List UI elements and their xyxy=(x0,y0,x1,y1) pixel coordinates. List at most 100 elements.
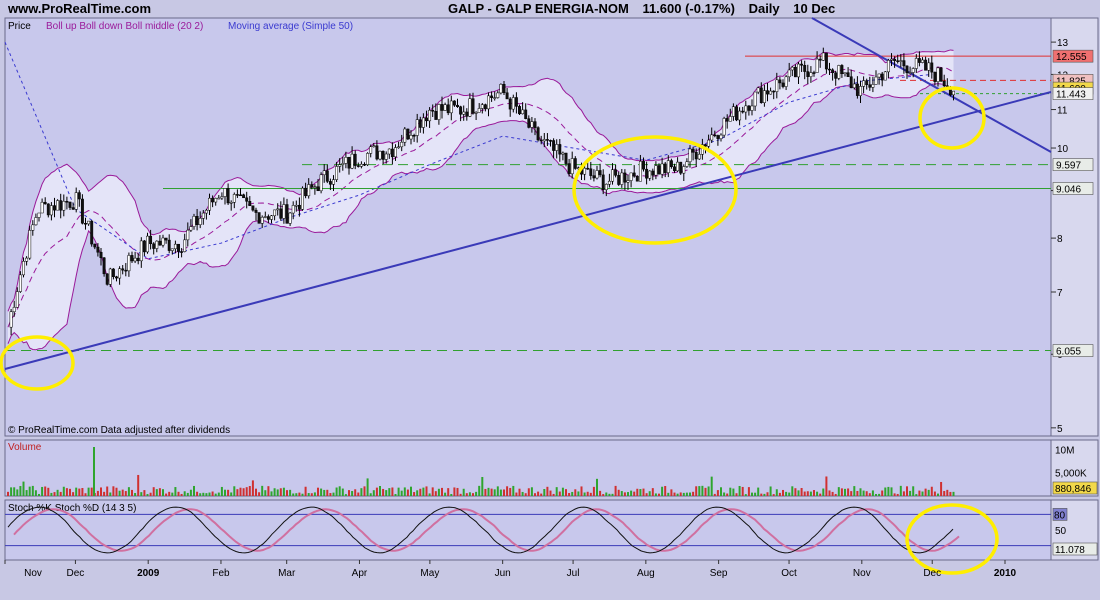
candle-body xyxy=(74,192,78,210)
volume-bar xyxy=(214,493,217,496)
x-tick-label: Dec xyxy=(923,568,941,579)
candle-body xyxy=(797,63,800,78)
volume-bar xyxy=(307,493,310,496)
volume-bar xyxy=(809,491,812,496)
candle-body xyxy=(936,67,940,82)
candle-body xyxy=(161,237,165,246)
volume-bar xyxy=(468,492,471,496)
volume-bar xyxy=(388,488,391,496)
site-name[interactable]: www.ProRealTime.com xyxy=(8,1,152,16)
volume-bar xyxy=(853,486,856,496)
candle-body xyxy=(248,201,252,207)
price-tag xyxy=(1052,49,1094,63)
volume-bar xyxy=(558,491,561,496)
volume-bar xyxy=(475,491,478,496)
candle-body xyxy=(741,110,745,113)
candle-body xyxy=(620,172,624,185)
x-tick-label: Sep xyxy=(710,568,728,579)
volume-bar xyxy=(472,493,474,496)
volume-bar xyxy=(589,492,592,496)
candle-body xyxy=(313,186,317,188)
candle-body xyxy=(490,95,494,98)
candle-body xyxy=(598,170,602,176)
candle-body xyxy=(862,80,866,87)
candle-body xyxy=(335,166,339,180)
candle-body xyxy=(322,170,326,176)
volume-bar xyxy=(878,493,881,496)
candle-body xyxy=(465,111,469,117)
volume-bar xyxy=(81,487,84,496)
candle-body xyxy=(307,184,311,197)
volume-bar xyxy=(137,474,140,496)
price-tag-text: 9.597 xyxy=(1056,161,1081,172)
volume-bar xyxy=(41,486,44,496)
candle-body xyxy=(511,97,515,110)
volume-bar xyxy=(720,487,722,496)
volume-bar xyxy=(611,493,614,496)
volume-bar xyxy=(273,488,276,496)
volume-bar xyxy=(791,486,794,496)
volume-bar xyxy=(431,487,434,496)
ma-legend: Moving average (Simple 50) xyxy=(228,21,353,32)
volume-bar xyxy=(555,487,558,496)
volume-bar xyxy=(50,492,53,496)
volume-bar xyxy=(747,487,750,496)
candle-body xyxy=(297,204,301,210)
candle-body xyxy=(691,148,695,153)
volume-bar xyxy=(189,489,192,496)
candle-body xyxy=(589,168,593,176)
volume-bar xyxy=(698,486,701,496)
volume-bar xyxy=(366,478,369,496)
volume-bar xyxy=(47,487,50,496)
candle-body xyxy=(855,83,859,96)
candle-body xyxy=(890,58,893,61)
volume-bar xyxy=(323,489,326,496)
volume-bar xyxy=(844,488,846,496)
candle-body xyxy=(183,239,187,252)
volume-bar xyxy=(515,492,518,496)
last-price: 11.600 (-0.17%) xyxy=(642,1,735,16)
candle-body xyxy=(173,243,177,250)
volume-bar xyxy=(738,485,741,496)
candle-body xyxy=(766,90,769,95)
volume-bar xyxy=(239,487,242,496)
volume-bar xyxy=(692,491,695,496)
volume-bar xyxy=(59,491,62,496)
volume-bar xyxy=(360,488,363,496)
boll-middle-line xyxy=(7,66,954,328)
volume-bar xyxy=(162,489,164,496)
volume-bar xyxy=(850,491,853,496)
candle-body xyxy=(849,76,853,89)
volume-bar xyxy=(320,488,323,496)
volume-bar xyxy=(56,489,59,496)
volume-bar xyxy=(363,486,366,496)
candle-body xyxy=(266,216,270,220)
candle-body xyxy=(654,165,658,176)
volume-bar xyxy=(103,491,106,496)
bollinger-legend: Boll up Boll down Boll middle (20 2) xyxy=(46,21,203,32)
candle-body xyxy=(124,269,128,272)
volume-bar xyxy=(236,489,239,496)
candle-body xyxy=(142,240,146,253)
volume-bar xyxy=(413,492,416,496)
volume-bar xyxy=(862,490,865,496)
volume-bar xyxy=(636,488,639,496)
volume-bar xyxy=(158,488,161,496)
candle-body xyxy=(793,66,797,78)
volume-bar xyxy=(831,491,834,496)
candle-body xyxy=(697,153,701,160)
candle-body xyxy=(806,71,810,77)
candle-body xyxy=(111,268,115,277)
candle-body xyxy=(487,95,490,110)
volume-bar xyxy=(816,491,819,496)
period: Daily xyxy=(748,1,780,16)
candle-body xyxy=(471,98,475,114)
candle-body xyxy=(214,198,218,203)
volume-bar xyxy=(329,493,332,496)
volume-bar xyxy=(295,493,298,496)
volume-bar xyxy=(937,493,939,496)
candle-body xyxy=(415,119,419,136)
volume-bar xyxy=(292,493,295,496)
candle-body xyxy=(18,274,22,292)
volume-bar xyxy=(868,493,871,496)
